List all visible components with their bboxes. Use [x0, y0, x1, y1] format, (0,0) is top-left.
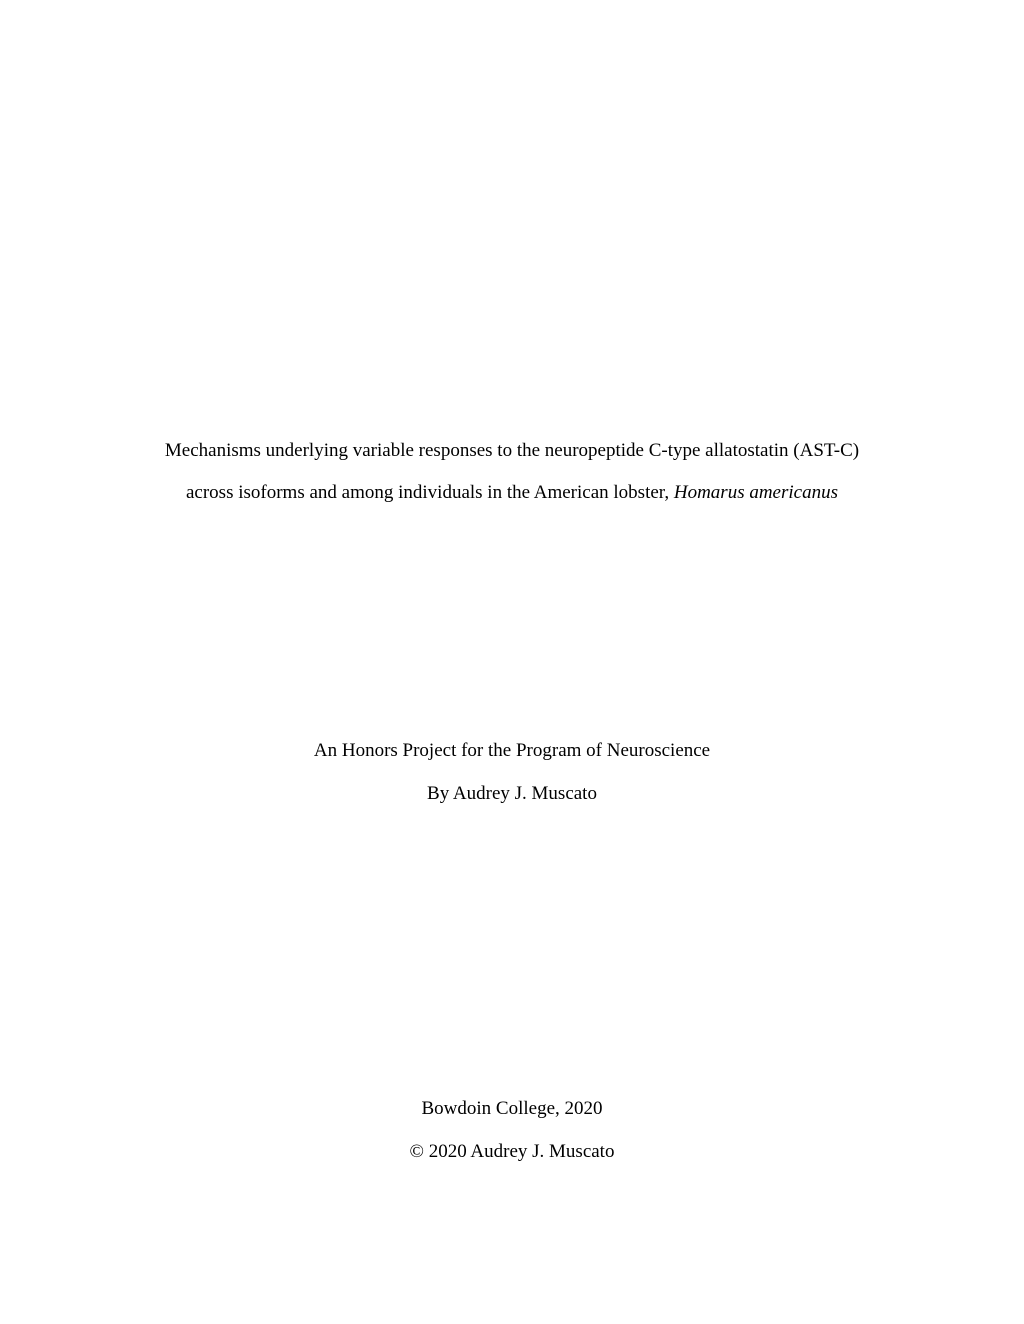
institution-line: Bowdoin College, 2020 [130, 1087, 894, 1131]
project-line: An Honors Project for the Program of Neu… [130, 729, 894, 773]
page-container: Mechanisms underlying variable responses… [0, 0, 1024, 1324]
title-line-2-italic: Homarus americanus [674, 482, 838, 503]
title-line-1: Mechanisms underlying variable responses… [130, 430, 894, 472]
footer-block: Bowdoin College, 2020 © 2020 Audrey J. M… [130, 1087, 894, 1174]
title-block: Mechanisms underlying variable responses… [130, 430, 894, 514]
copyright-line: © 2020 Audrey J. Muscato [130, 1130, 894, 1174]
title-line-2-plain: across isoforms and among individuals in… [186, 482, 674, 503]
author-line: By Audrey J. Muscato [130, 772, 894, 816]
middle-block: An Honors Project for the Program of Neu… [130, 729, 894, 816]
title-line-2: across isoforms and among individuals in… [130, 472, 894, 514]
